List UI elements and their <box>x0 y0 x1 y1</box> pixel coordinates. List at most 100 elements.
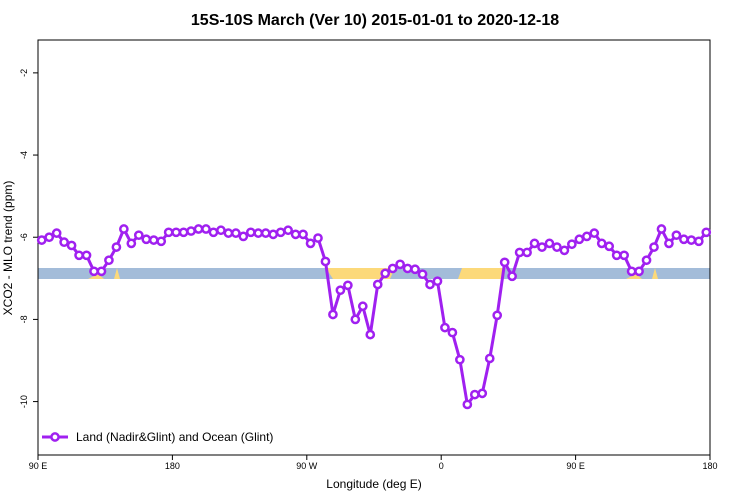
data-point <box>74 250 84 261</box>
data-point <box>604 241 615 252</box>
data-point <box>402 263 413 274</box>
data-point <box>193 224 204 234</box>
data-point <box>268 229 279 240</box>
data-point <box>305 238 316 249</box>
x-tick-label: 0 <box>439 461 444 471</box>
data-point <box>529 238 540 249</box>
data-point <box>507 271 517 282</box>
data-point <box>462 399 473 410</box>
data-point <box>686 235 697 245</box>
data-point <box>447 327 458 338</box>
data-point <box>589 228 600 238</box>
data-point <box>223 228 234 238</box>
y-tick-label: -6 <box>19 233 29 241</box>
data-point <box>581 231 592 242</box>
data-point <box>701 227 712 238</box>
data-point <box>372 279 383 290</box>
data-point <box>537 242 547 252</box>
data-point <box>410 264 420 275</box>
data-point <box>201 224 211 234</box>
data-point <box>619 250 629 261</box>
data-point <box>59 237 69 248</box>
data-point <box>567 239 577 250</box>
data-point <box>320 256 331 267</box>
data-point <box>552 242 562 252</box>
data-point <box>596 238 607 249</box>
data-point <box>544 238 555 249</box>
data-point <box>693 236 704 247</box>
data-point <box>178 227 189 238</box>
data-point <box>216 225 226 236</box>
data-point <box>387 263 398 274</box>
data-point <box>171 227 181 238</box>
surface-band <box>38 268 710 279</box>
data-point <box>141 234 152 245</box>
data-point <box>231 228 241 238</box>
data-point <box>455 354 465 365</box>
data-point <box>499 257 510 268</box>
data-point <box>417 269 428 280</box>
data-point <box>611 250 622 261</box>
y-tick-label: -2 <box>19 69 29 77</box>
data-point <box>260 228 271 238</box>
data-point <box>111 242 122 252</box>
data-point <box>133 230 144 241</box>
x-tick-label: 90 W <box>296 461 318 471</box>
data-point <box>664 238 674 249</box>
series-line <box>41 227 708 406</box>
data-point <box>36 235 47 245</box>
data-point <box>253 228 264 238</box>
data-point <box>156 236 167 247</box>
data-point <box>44 232 55 243</box>
data-point <box>634 266 644 277</box>
data-point <box>626 266 637 277</box>
data-point <box>126 238 137 249</box>
data-point <box>492 310 503 321</box>
data-point <box>484 353 495 364</box>
data-point <box>245 227 256 238</box>
land-band <box>88 274 104 279</box>
data-point <box>425 279 435 290</box>
data-point <box>365 329 376 340</box>
data-point <box>380 268 391 279</box>
data-point <box>208 227 219 238</box>
data-point <box>89 266 99 277</box>
data-point <box>283 225 293 236</box>
data-point <box>81 250 92 261</box>
data-point <box>51 228 62 238</box>
y-tick-label: -8 <box>19 315 29 323</box>
data-point <box>119 224 129 234</box>
data-point <box>679 234 689 245</box>
land-band <box>114 268 120 279</box>
y-tick-label: -10 <box>19 395 29 408</box>
data-point <box>186 226 196 236</box>
data-point <box>395 259 405 270</box>
x-tick-label: 180 <box>165 461 180 471</box>
x-tick-label: 180 <box>702 461 717 471</box>
data-point <box>66 240 77 251</box>
legend-marker <box>50 432 60 442</box>
data-point <box>656 224 667 234</box>
data-point <box>313 233 323 243</box>
y-tick-label: -4 <box>19 151 29 159</box>
data-point <box>671 230 682 241</box>
data-point <box>96 266 107 277</box>
data-point <box>522 247 532 258</box>
land-band <box>326 268 395 279</box>
land-band <box>652 268 658 279</box>
land-band <box>626 274 642 279</box>
legend-label: Land (Nadir&Glint) and Ocean (Glint) <box>76 430 273 444</box>
data-point <box>514 247 525 258</box>
x-axis-label: Longitude (deg E) <box>326 477 421 491</box>
land-band <box>458 268 505 279</box>
data-point <box>469 389 480 400</box>
x-tick-label: 90 E <box>29 461 48 471</box>
data-point <box>298 229 308 240</box>
data-point <box>350 314 361 325</box>
data-point <box>328 309 338 320</box>
data-point <box>641 255 652 266</box>
data-point <box>290 229 301 240</box>
data-point <box>163 227 174 238</box>
data-point <box>559 245 570 256</box>
